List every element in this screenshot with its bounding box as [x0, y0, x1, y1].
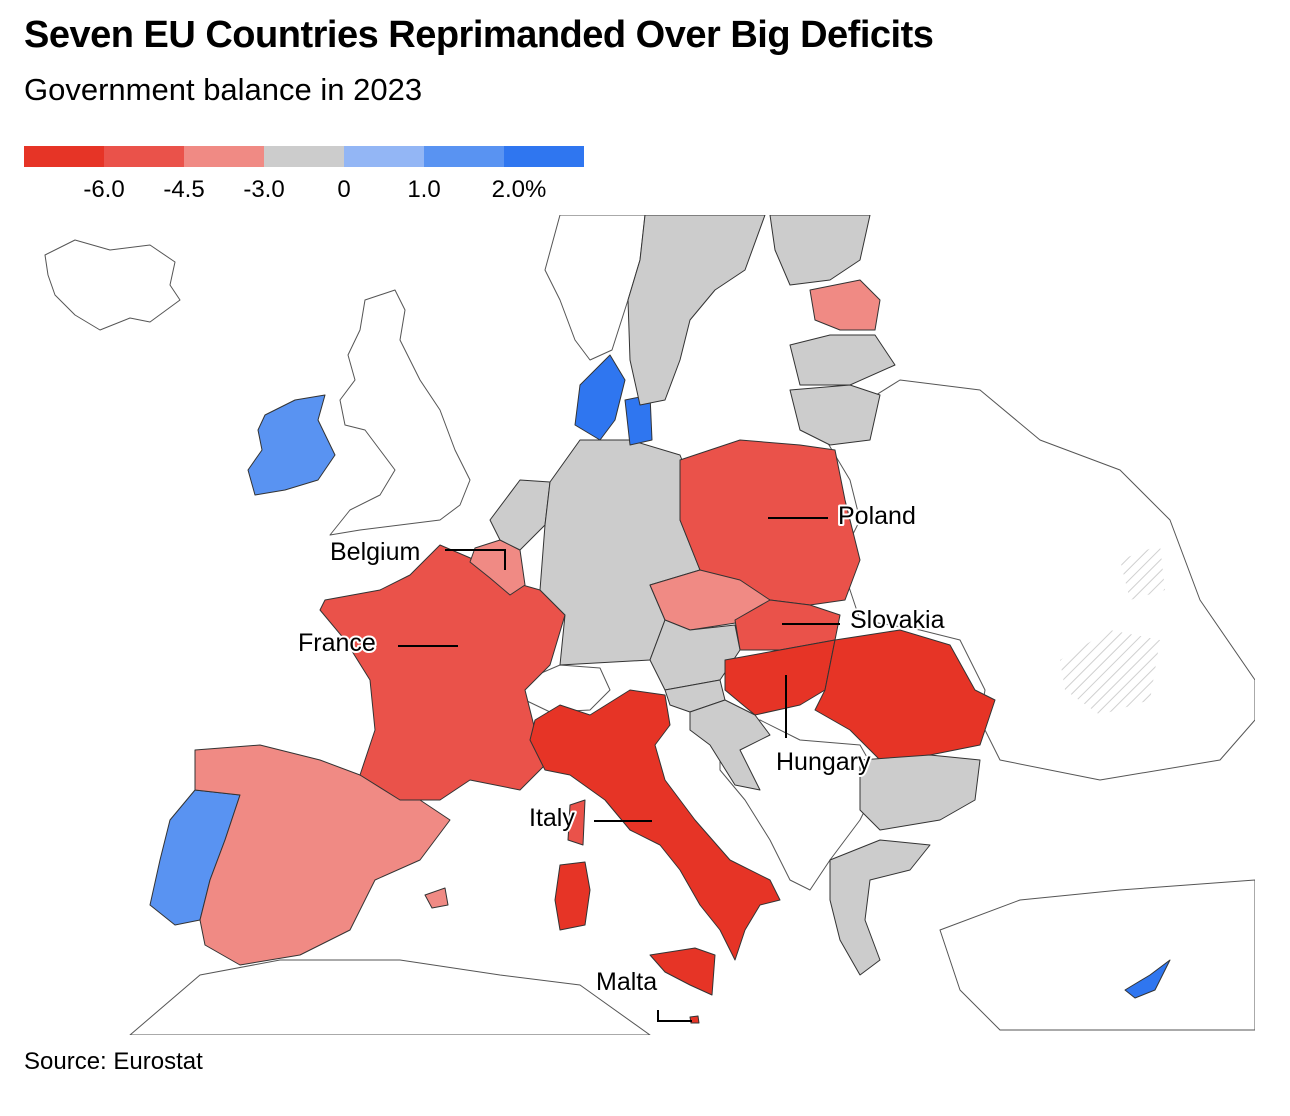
- country-france: [319, 544, 566, 801]
- legend-swatch: [344, 146, 424, 167]
- hatched-region: [1120, 545, 1165, 600]
- legend-swatch: [184, 146, 264, 167]
- label-belgium: Belgium: [330, 538, 420, 566]
- country-cyprus: [1124, 959, 1171, 999]
- europe-map: Poland Belgium Slovakia France Hungary I…: [44, 215, 1255, 1035]
- country-ireland: [247, 394, 336, 496]
- leader-line-malta: [657, 1010, 692, 1022]
- legend-label: -4.5: [163, 176, 205, 203]
- greenland-iceland-outline: [44, 239, 181, 331]
- leader-line-belgium: [445, 549, 506, 570]
- legend-label: 1.0: [407, 176, 441, 203]
- great-britain-outline: [329, 289, 471, 536]
- balearic-islands: [424, 887, 449, 909]
- turkey-outline: [939, 879, 1255, 1031]
- country-romania: [814, 629, 996, 761]
- legend-swatch: [504, 146, 584, 167]
- legend-swatch: [104, 146, 184, 167]
- corsica: [567, 799, 586, 846]
- label-hungary: Hungary: [776, 748, 871, 776]
- country-spain: [194, 744, 451, 966]
- country-estonia: [809, 279, 881, 331]
- color-legend: -6.0 -4.5 -3.0 0 1.0 2.0%: [24, 146, 584, 206]
- label-france: France: [298, 629, 376, 657]
- country-latvia: [789, 334, 896, 386]
- country-poland: [679, 439, 861, 606]
- country-greece: [829, 839, 931, 976]
- legend-label: 2.0%: [491, 176, 547, 203]
- legend-label: -6.0: [83, 176, 125, 203]
- label-poland: Poland: [838, 502, 916, 530]
- country-croatia: [689, 699, 771, 791]
- legend-swatch: [264, 146, 344, 167]
- chart-subtitle: Government balance in 2023: [24, 72, 423, 107]
- country-netherlands: [489, 479, 551, 551]
- label-slovakia: Slovakia: [850, 606, 945, 634]
- sicily: [649, 947, 716, 996]
- label-malta: Malta: [596, 968, 657, 996]
- legend-swatch: [24, 146, 104, 167]
- legend-label: 0: [337, 176, 351, 203]
- country-finland: [769, 215, 871, 286]
- country-lithuania: [789, 384, 881, 446]
- legend-color-bar: [24, 146, 584, 167]
- label-italy: Italy: [529, 804, 575, 832]
- country-denmark: [574, 354, 626, 441]
- country-bulgaria: [859, 754, 981, 831]
- switzerland-outline: [524, 664, 611, 713]
- country-hungary: [724, 639, 836, 716]
- legend-swatch: [424, 146, 504, 167]
- north-africa-outline: [129, 959, 651, 1035]
- country-sweden: [627, 215, 766, 406]
- hatched-region: [1060, 630, 1160, 715]
- chart-title: Seven EU Countries Reprimanded Over Big …: [24, 14, 934, 56]
- country-italy: [529, 689, 781, 961]
- sardinia: [554, 861, 591, 931]
- legend-label: -3.0: [243, 176, 285, 203]
- source-note: Source: Eurostat: [24, 1048, 203, 1075]
